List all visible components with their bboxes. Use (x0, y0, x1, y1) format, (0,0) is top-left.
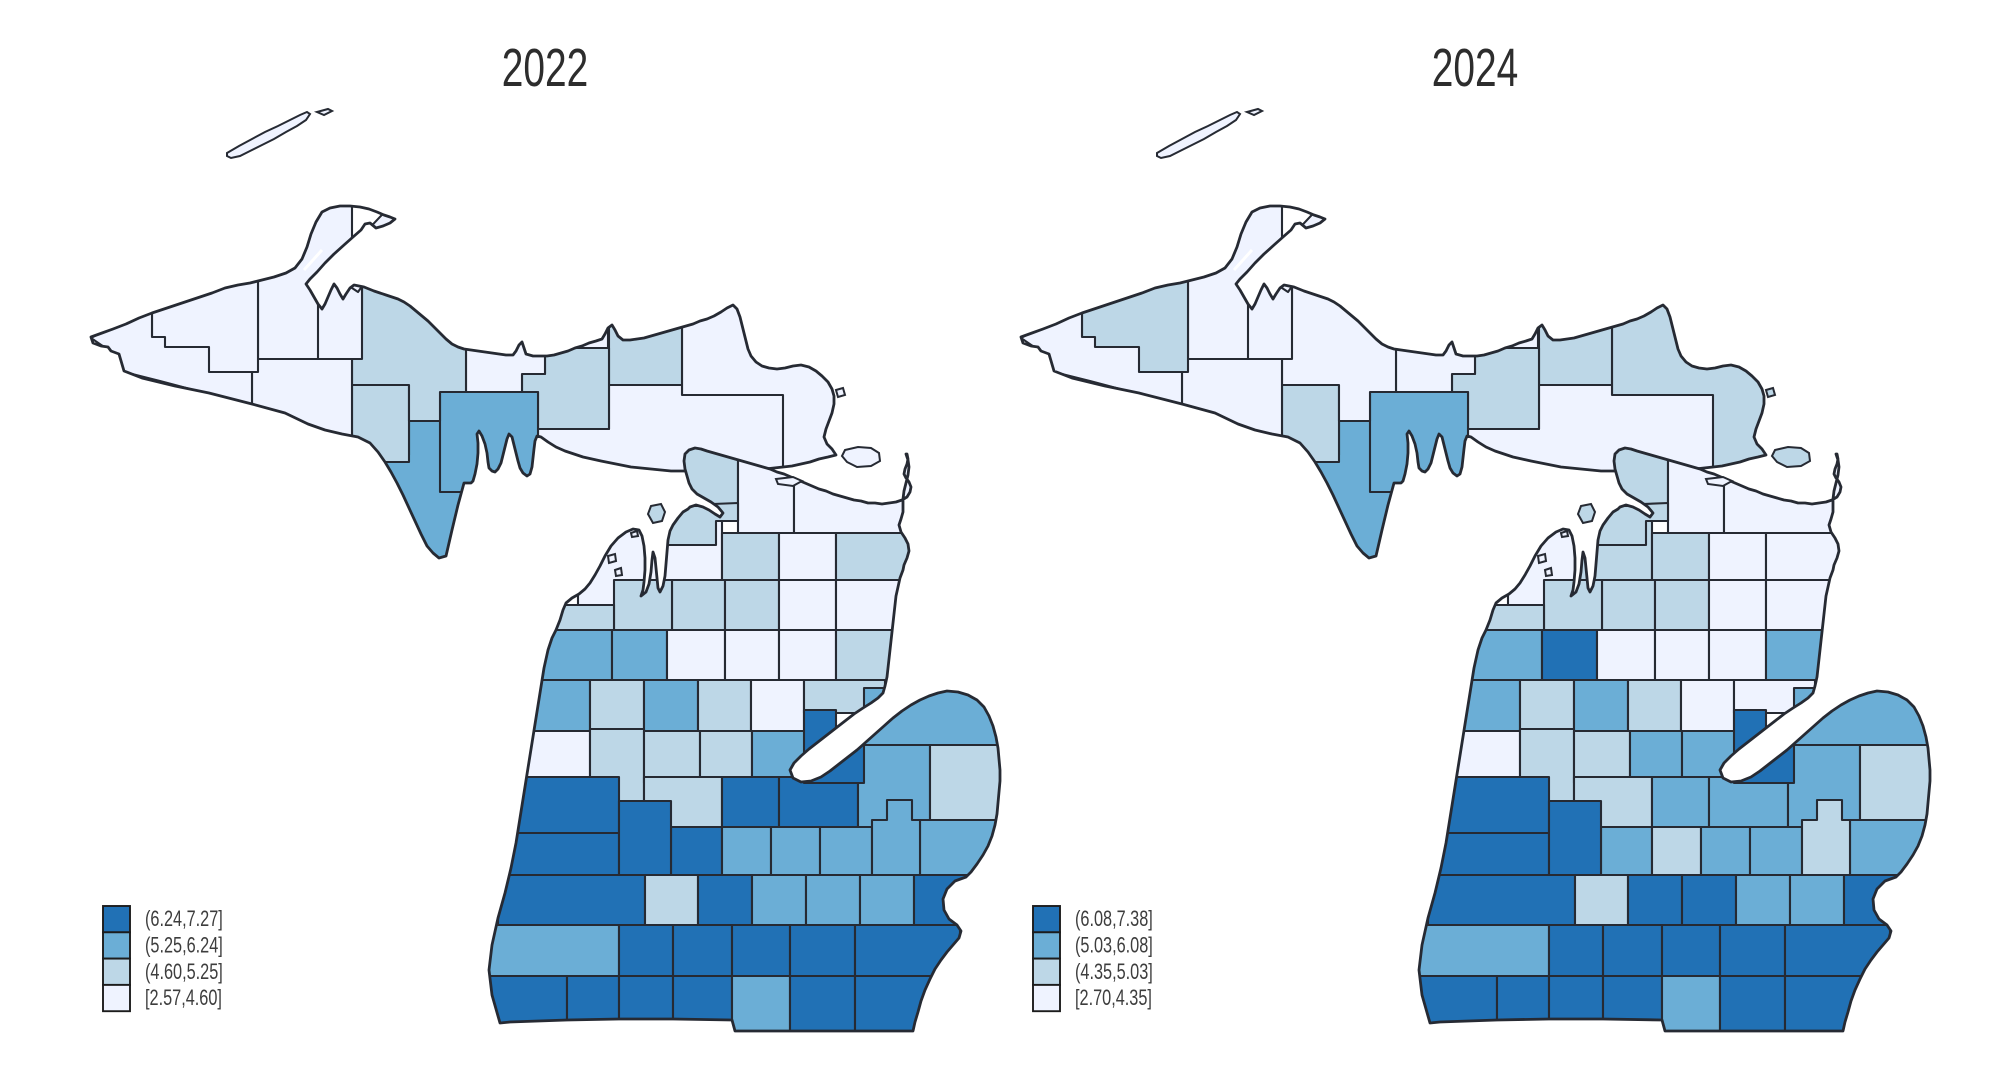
svg-text:[2.70,4.35]: [2.70,4.35] (1075, 986, 1152, 1011)
svg-text:2022: 2022 (502, 37, 588, 98)
svg-text:(6.24,7.27]: (6.24,7.27] (145, 907, 223, 932)
svg-text:(5.25,6.24]: (5.25,6.24] (145, 933, 223, 958)
svg-text:(4.60,5.25]: (4.60,5.25] (145, 959, 223, 984)
svg-text:2024: 2024 (1432, 37, 1518, 98)
svg-text:[2.57,4.60]: [2.57,4.60] (145, 986, 222, 1011)
svg-text:(4.35,5.03]: (4.35,5.03] (1075, 959, 1153, 984)
svg-text:(5.03,6.08]: (5.03,6.08] (1075, 933, 1153, 958)
svg-text:(6.08,7.38]: (6.08,7.38] (1075, 907, 1153, 932)
